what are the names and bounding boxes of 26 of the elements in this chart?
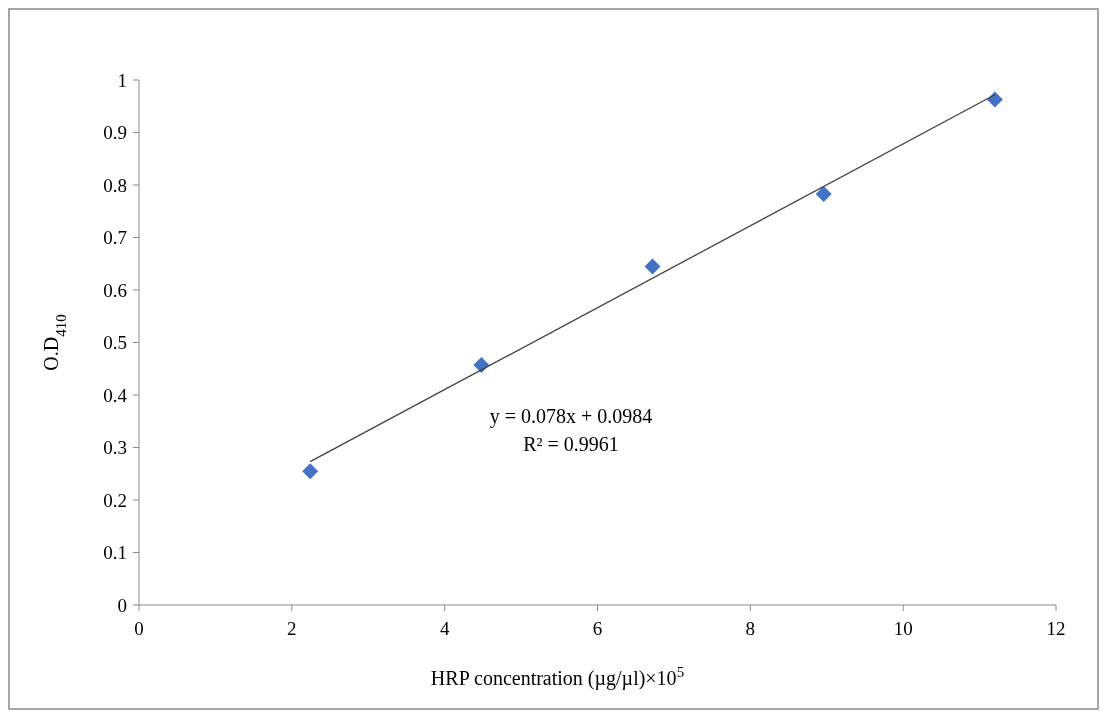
annotation: y = 0.078x + 0.0984 <box>489 405 653 428</box>
y-tick-label: 0.8 <box>103 174 127 196</box>
y-tick-label: 0.7 <box>103 227 127 249</box>
y-tick-label: 0.4 <box>103 384 128 406</box>
x-tick-label: 10 <box>893 618 913 639</box>
y-tick-label: 0.5 <box>103 332 127 354</box>
x-axis-title: HRP concentration (µg/µl)×10$^{5}$ <box>430 664 685 690</box>
x-tick-label: 12 <box>1046 618 1066 639</box>
point <box>986 91 1003 108</box>
x-tick-label: 2 <box>287 618 297 639</box>
y-tick-label: 0.1 <box>103 542 127 564</box>
y-tick-label: 0 <box>117 594 127 616</box>
x-tick-label: 8 <box>745 618 756 639</box>
x-tick-label: 4 <box>439 618 450 639</box>
y-tick-label: 0.9 <box>103 122 127 144</box>
y-tick-label: 1 <box>117 69 127 91</box>
y-tick-label: 0.6 <box>103 279 127 301</box>
point <box>815 185 832 202</box>
point <box>473 357 490 374</box>
annotation: R² = 0.9961 <box>523 433 619 455</box>
y-tick-label: 0.2 <box>103 489 127 511</box>
point <box>644 258 661 275</box>
x-tick-label: 0 <box>134 618 144 639</box>
y-tick-label: 0.3 <box>103 437 127 459</box>
point <box>302 463 319 480</box>
x-tick-label: 6 <box>592 618 603 639</box>
